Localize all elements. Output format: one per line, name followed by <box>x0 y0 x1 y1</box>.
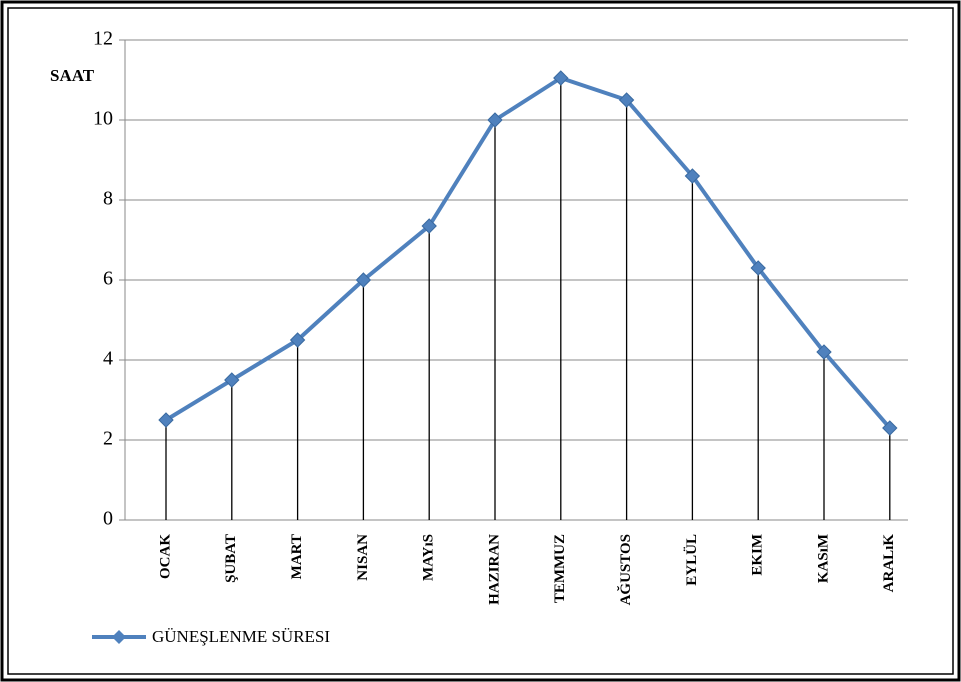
x-tick-label: NISAN <box>355 534 371 581</box>
marker <box>487 112 503 128</box>
marker <box>882 420 898 436</box>
series-line <box>164 76 892 430</box>
marker <box>355 272 372 288</box>
inner-frame <box>7 7 954 675</box>
legend-marker <box>112 630 126 644</box>
y-tick-label: 12 <box>93 28 113 50</box>
x-tick-label: EKIM <box>750 534 766 576</box>
y-tick-label: 0 <box>103 508 113 530</box>
y-tick-label: 2 <box>103 428 113 450</box>
marker <box>224 372 240 388</box>
y-tick-label: 10 <box>93 108 113 130</box>
x-tick-label: MAYıS <box>421 534 437 581</box>
x-tick-label: AĞUSTOS <box>617 534 634 605</box>
x-tick-label: KASıM <box>815 534 831 583</box>
x-tick-label: TEMMUZ <box>552 534 568 603</box>
marker <box>750 260 766 276</box>
marker <box>618 92 635 108</box>
marker <box>816 344 832 360</box>
y-tick-label: 6 <box>103 268 113 290</box>
x-tick-label: HAZIRAN <box>486 534 502 605</box>
x-tick-label: EYLÜL <box>683 534 700 586</box>
y-axis-title: SAAT <box>50 66 95 85</box>
legend-label: GÜNEŞLENME SÜRESI <box>152 627 330 646</box>
x-tick-label: MART <box>289 534 305 579</box>
y-tick-label: 4 <box>103 348 113 370</box>
marker <box>158 412 174 428</box>
marker <box>684 168 701 184</box>
x-tick-label: OCAK <box>157 534 173 579</box>
x-tick-label: ŞUBAT <box>223 534 239 583</box>
marker <box>289 332 306 348</box>
marker <box>421 218 437 234</box>
y-tick-label: 8 <box>103 188 113 210</box>
x-tick-label: ARALıK <box>881 534 897 593</box>
marker <box>553 70 569 86</box>
